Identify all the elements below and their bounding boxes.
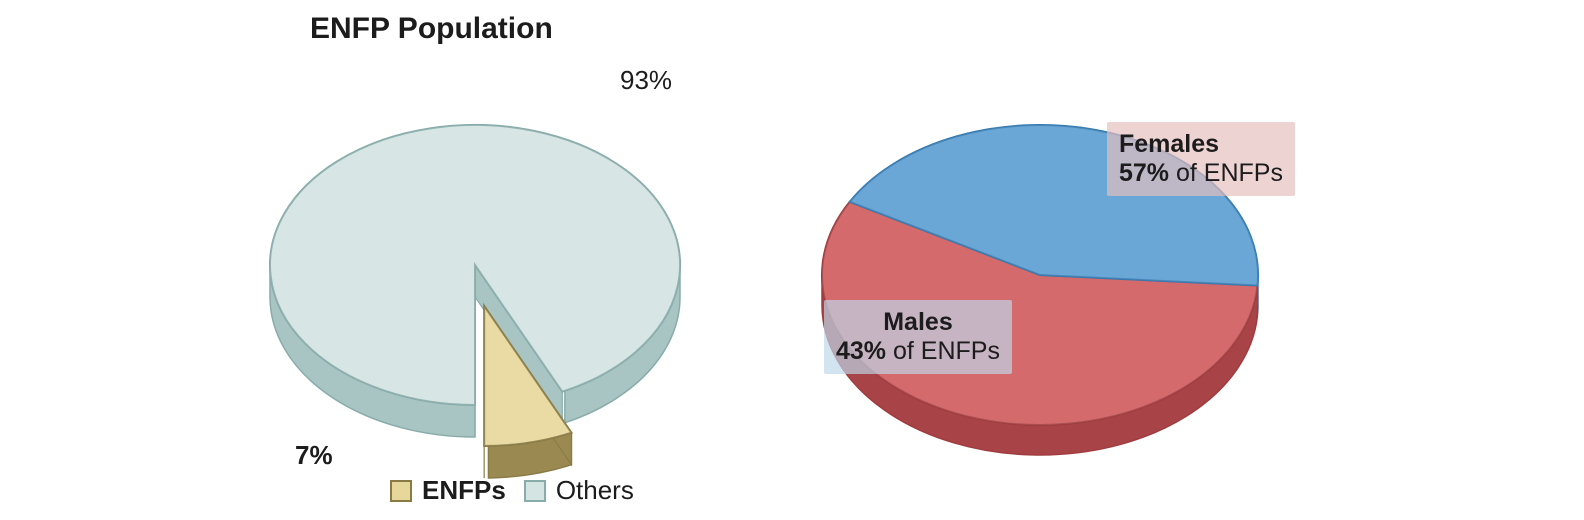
callout-males-suffix: of ENFPs xyxy=(886,337,1000,365)
label-enfps-pct: 7% xyxy=(295,440,333,471)
callout-males-sub: 43% of ENFPs xyxy=(836,337,1000,366)
chart-right-pie xyxy=(760,0,1520,520)
callout-males-title: Males xyxy=(836,308,1000,337)
label-others-pct: 93% xyxy=(620,65,672,96)
legend-label-enfps: ENFPs xyxy=(422,475,506,506)
callout-males-pct: 43% xyxy=(836,337,886,365)
chart-left-legend: ENFPs Others xyxy=(390,475,634,506)
legend-item-others: Others xyxy=(524,475,634,506)
callout-females-suffix: of ENFPs xyxy=(1169,159,1283,187)
legend-swatch-others xyxy=(524,480,546,502)
legend-swatch-enfps xyxy=(390,480,412,502)
legend-label-others: Others xyxy=(556,475,634,506)
callout-females-pct: 57% xyxy=(1119,159,1169,187)
callout-females: Females 57% of ENFPs xyxy=(1107,122,1295,196)
stage: ENFP Population 93% 7% ENFPs Others Fema… xyxy=(0,0,1584,520)
callout-females-title: Females xyxy=(1119,130,1283,159)
callout-males: Males 43% of ENFPs xyxy=(824,300,1012,374)
legend-item-enfps: ENFPs xyxy=(390,475,506,506)
callout-females-sub: 57% of ENFPs xyxy=(1119,159,1283,188)
